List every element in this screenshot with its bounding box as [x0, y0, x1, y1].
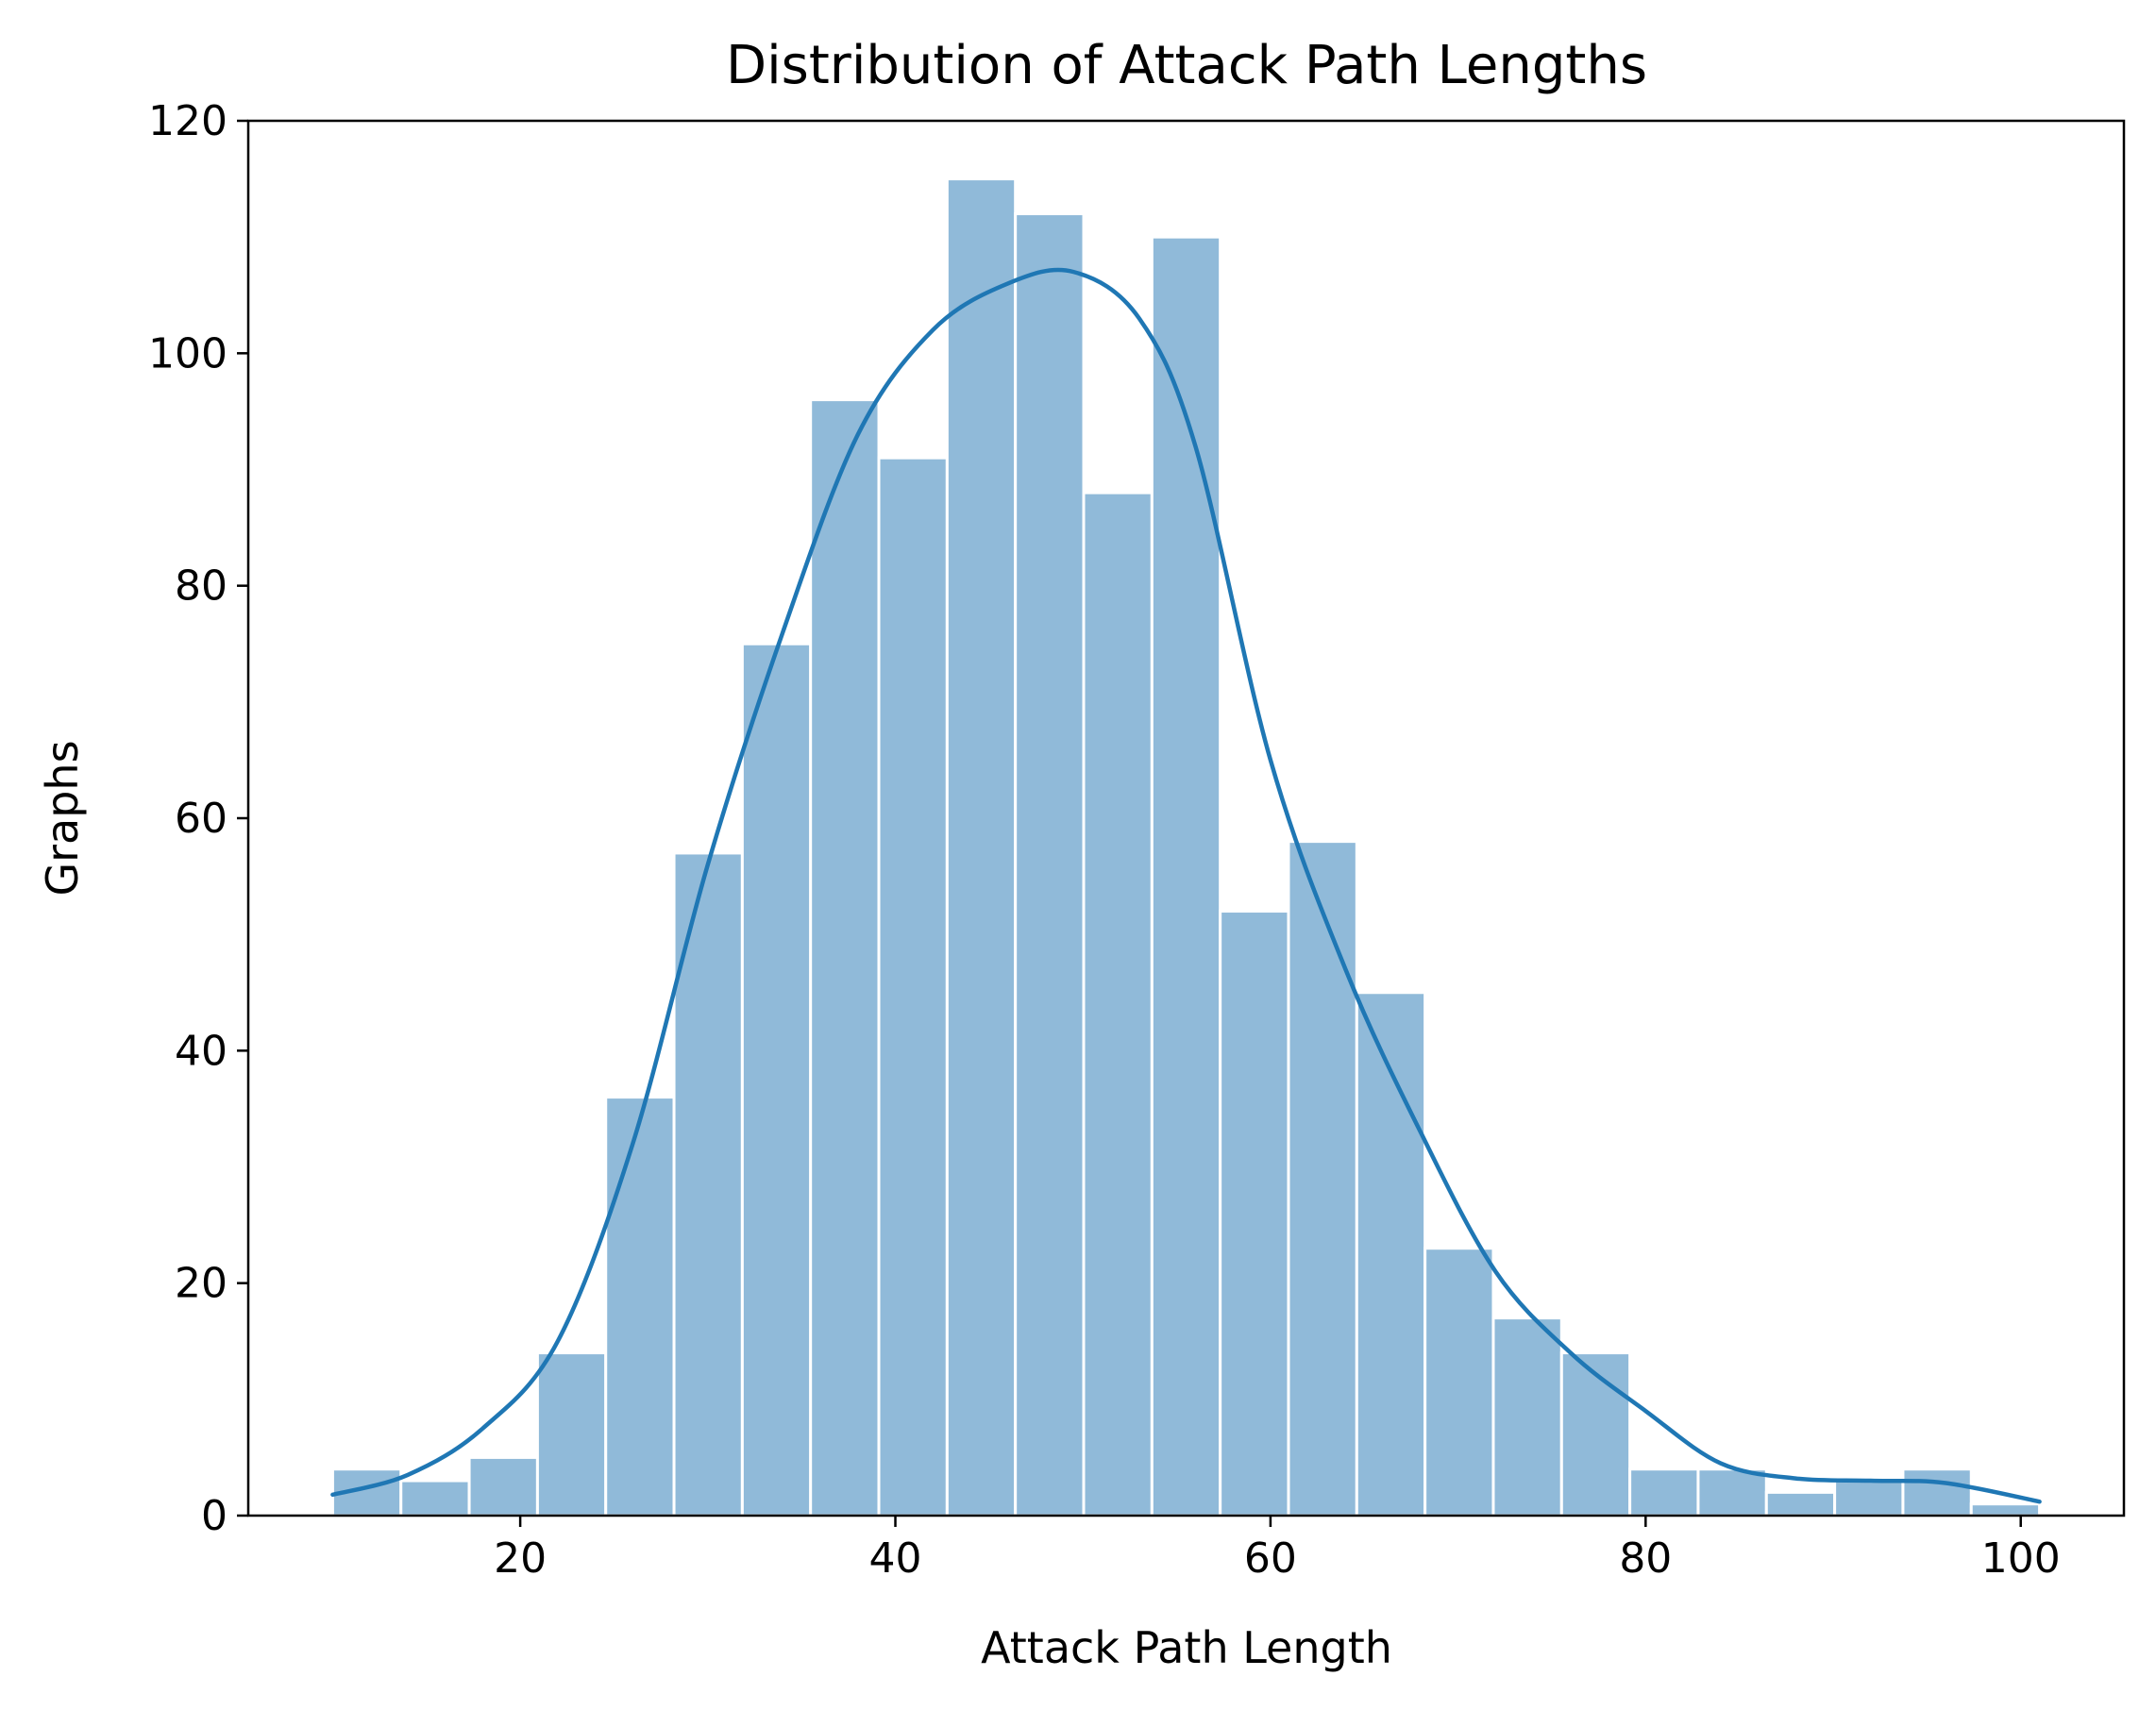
histogram-bar: [1219, 910, 1290, 1517]
histogram-bar: [1287, 840, 1358, 1517]
x-tick-label: 20: [494, 1534, 547, 1583]
y-axis-label: Graphs: [37, 740, 88, 896]
chart-title: Distribution of Attack Path Lengths: [726, 35, 1647, 96]
histogram-bar: [1014, 212, 1086, 1517]
x-axis-label: Attack Path Length: [981, 1622, 1392, 1673]
histogram-bar: [1355, 991, 1427, 1517]
histogram-bar: [1559, 1351, 1632, 1517]
histogram-bar: [1423, 1247, 1495, 1517]
y-tick-label: 20: [175, 1260, 227, 1308]
histogram-bar: [1969, 1502, 2042, 1517]
x-tick-label: 60: [1244, 1534, 1297, 1583]
y-tick-label: 60: [175, 795, 227, 843]
histogram-bar: [809, 398, 881, 1517]
histogram-bar: [1833, 1479, 1905, 1517]
histogram-bar: [467, 1455, 539, 1517]
histogram-bar: [740, 642, 813, 1517]
histogram-bar: [945, 177, 1018, 1517]
histogram-bar: [1082, 491, 1154, 1517]
y-tick-label: 80: [175, 562, 227, 611]
y-axis-ticks: 0 20 40 60 80 100 120: [148, 97, 248, 1540]
histogram-bar: [1491, 1316, 1563, 1517]
histogram-bar: [877, 456, 949, 1517]
x-tick-label: 40: [869, 1534, 922, 1583]
y-tick-label: 0: [201, 1492, 227, 1540]
x-axis-ticks: 20 40 60 80 100: [494, 1516, 2061, 1583]
y-tick-label: 100: [148, 329, 227, 377]
y-tick-label: 40: [175, 1027, 227, 1075]
y-tick-label: 120: [148, 97, 227, 145]
histogram-bar: [535, 1351, 608, 1517]
histogram-bar: [1150, 235, 1222, 1517]
histogram-bar: [1628, 1467, 1700, 1517]
histogram-bar: [1764, 1490, 1837, 1517]
histogram-bar: [1696, 1467, 1768, 1517]
histogram-bar: [399, 1479, 471, 1517]
histogram-bar: [604, 1096, 676, 1517]
x-tick-label: 80: [1619, 1534, 1672, 1583]
histogram-bars: [330, 177, 2042, 1517]
histogram-bar: [1901, 1467, 1973, 1517]
kde-curve: [330, 267, 2042, 1504]
x-tick-label: 100: [1981, 1534, 2061, 1583]
